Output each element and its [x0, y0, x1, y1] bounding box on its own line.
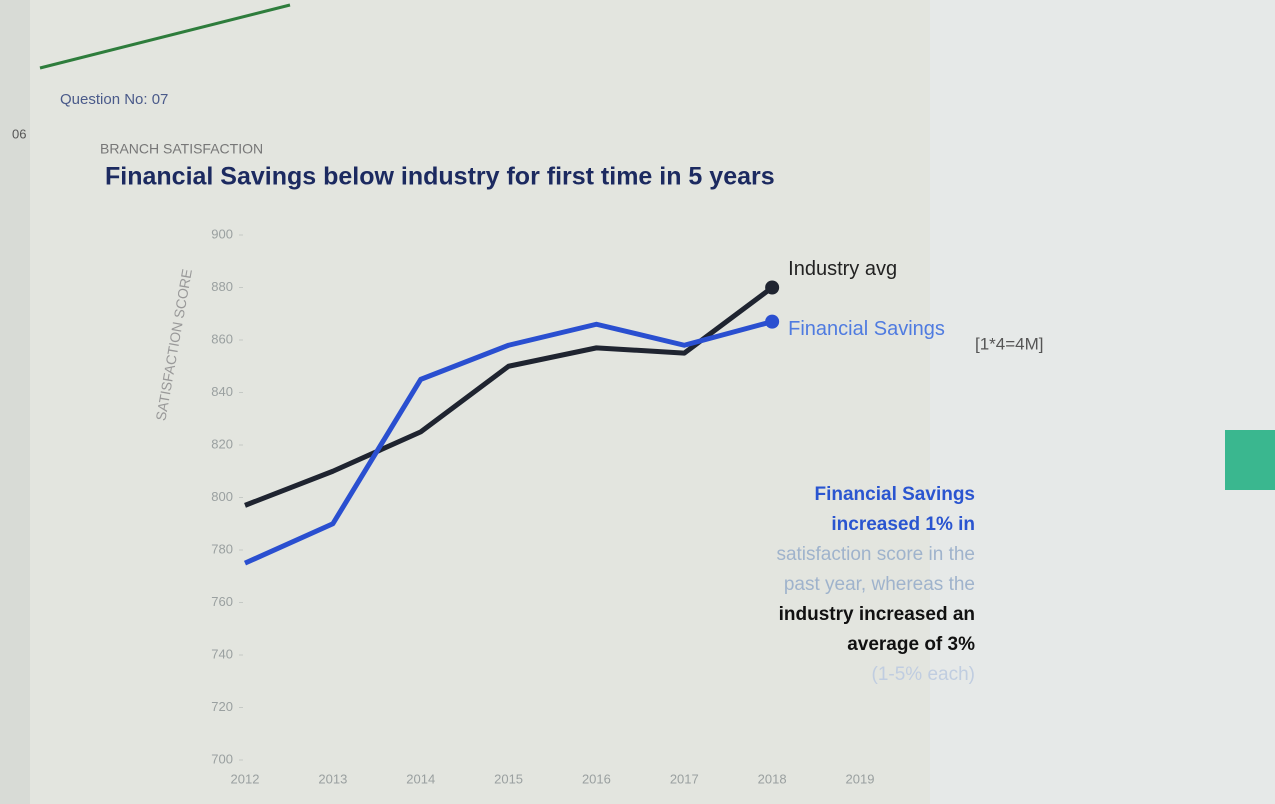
x-tick-label: 2019 [846, 771, 875, 786]
x-tick-label: 2015 [494, 771, 523, 786]
chart-title: Financial Savings below industry for fir… [105, 163, 775, 191]
series-line [244, 285, 774, 508]
y-tick-label: 800 [211, 489, 233, 504]
y-tick-label: 860 [211, 331, 233, 346]
side-label: 06 [12, 126, 26, 141]
series-label: Financial Savings [788, 318, 945, 340]
y-tick-label: 840 [211, 384, 233, 399]
annotation: Financial Savings [815, 484, 976, 505]
annotation: past year, whereas the [784, 574, 975, 595]
annotation: satisfaction score in the [776, 544, 975, 565]
marks: [1*4=4M] [975, 334, 1044, 353]
y-tick-label: 720 [211, 699, 233, 714]
y-tick-label: 760 [211, 594, 233, 609]
panel [30, 0, 960, 804]
series-label: Industry avg [788, 258, 897, 280]
side-button[interactable] [1225, 430, 1275, 490]
end-point [765, 314, 780, 329]
y-tick-label: 740 [211, 646, 233, 661]
right-area [930, 0, 1275, 804]
question-label: Question No: 07 [60, 91, 168, 108]
y-tick-label: 880 [211, 279, 233, 294]
annotation: industry increased an [779, 604, 975, 625]
x-tick-label: 2013 [318, 771, 347, 786]
series-line [243, 319, 773, 566]
annotation: (1-5% each) [872, 664, 976, 685]
chart-subtitle: BRANCH SATISFACTION [100, 141, 263, 157]
x-tick-label: 2012 [231, 771, 260, 786]
x-tick-label: 2017 [670, 771, 699, 786]
x-tick-label: 2014 [406, 771, 435, 786]
y-tick-label: 780 [211, 541, 233, 556]
annotation: increased 1% in [831, 514, 975, 535]
y-tick-label: 900 [211, 226, 233, 241]
annotation: average of 3% [847, 634, 975, 655]
y-tick-label: 820 [211, 436, 233, 451]
x-tick-label: 2016 [582, 771, 611, 786]
x-tick-label: 2018 [758, 771, 787, 786]
y-tick-label: 700 [211, 751, 233, 766]
header-rule [39, 3, 291, 70]
end-point [765, 280, 780, 295]
